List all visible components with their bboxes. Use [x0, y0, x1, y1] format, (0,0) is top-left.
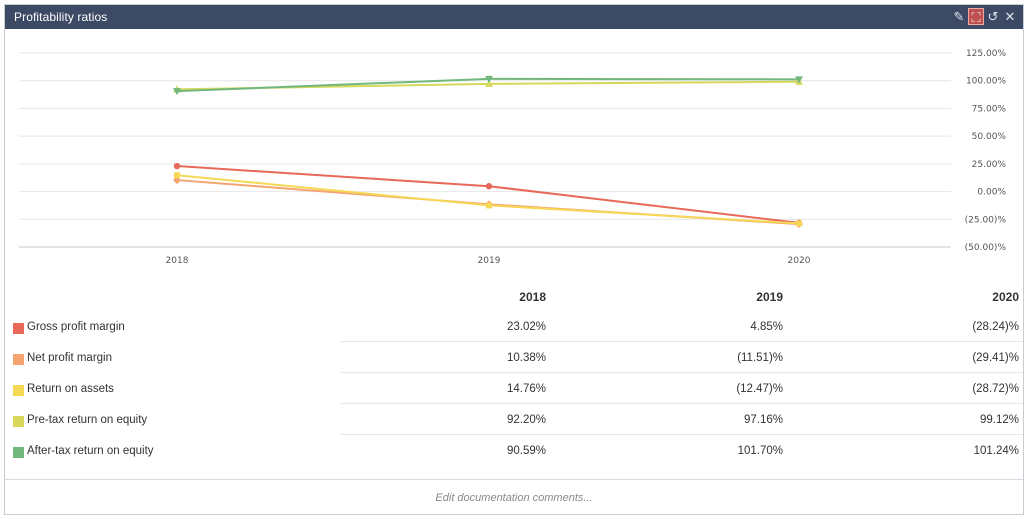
y-tick-label: 75.00% — [972, 104, 1007, 114]
data-point — [796, 220, 802, 227]
row-label: Return on assets — [27, 383, 114, 395]
data-point — [485, 182, 493, 190]
table-row: Gross profit margin 23.02% 4.85% (28.24)… — [5, 311, 1023, 342]
series-line — [176, 165, 800, 224]
y-tick-label: 25.00% — [972, 160, 1007, 170]
y-tick-label: 100.00% — [966, 77, 1006, 87]
data-point — [795, 76, 803, 84]
data-point — [485, 79, 493, 87]
cell-value: 10.38% — [506, 352, 546, 364]
table-row: Return on assets 14.76% (12.47)% (28.72)… — [5, 373, 1023, 404]
cell-value: (29.41)% — [972, 352, 1019, 364]
expand-icon[interactable]: ⛶ — [968, 8, 984, 25]
cell-value: (28.72)% — [972, 383, 1019, 395]
legend-swatch-roa — [13, 385, 24, 396]
panel-title: Profitability ratios — [14, 10, 108, 24]
row-label: After-tax return on equity — [27, 445, 154, 457]
data-point — [173, 88, 181, 96]
cell-value: 101.70% — [737, 445, 783, 457]
column-header: 2020 — [992, 290, 1019, 304]
legend-swatch-net — [13, 354, 24, 365]
series-line — [176, 174, 800, 225]
pencil-icon[interactable]: ✎ — [953, 9, 965, 24]
cell-value: 97.16% — [743, 414, 783, 426]
chart-svg: 125.00% 100.00% 75.00% 50.00% 25.00% 0.00% (25… — [19, 49, 1007, 266]
column-header: 2018 — [519, 290, 546, 304]
documentation-footer[interactable]: Edit documentation comments... — [5, 479, 1023, 514]
row-divider — [341, 372, 1023, 373]
data-point — [174, 172, 180, 179]
table-row: After-tax return on equity 90.59% 101.70… — [5, 435, 1023, 466]
data-point — [486, 202, 492, 209]
line-chart: 125.00% 100.00% 75.00% 50.00% 25.00% 0.00% (25… — [5, 29, 1023, 285]
data-point — [485, 75, 493, 83]
table-row: Pre-tax return on equity 92.20% 97.16% 9… — [5, 404, 1023, 435]
cell-value: 23.02% — [506, 321, 546, 333]
cell-value: (28.24)% — [972, 321, 1019, 333]
y-tick-label: 50.00% — [972, 132, 1007, 142]
y-tick-label: 0.00% — [977, 188, 1006, 198]
y-tick-label: (50.00)% — [965, 243, 1007, 253]
cell-value: 14.76% — [506, 383, 546, 395]
profitability-panel: Profitability ratios ✎ ⛶ ↺ ✕ 125.00% 100.… — [4, 4, 1024, 515]
panel-titlebar: Profitability ratios ✎ ⛶ ↺ ✕ — [5, 5, 1023, 29]
legend-swatch-gross — [13, 323, 24, 334]
x-tick-label: 2019 — [478, 256, 501, 266]
cell-value: 4.85% — [750, 321, 783, 333]
row-divider — [341, 434, 1023, 435]
row-label: Net profit margin — [27, 352, 113, 364]
cell-value: (11.51)% — [737, 352, 783, 364]
row-label: Pre-tax return on equity — [27, 414, 148, 426]
column-header: 2019 — [756, 290, 783, 304]
legend-swatch-aftertax — [13, 447, 24, 458]
documentation-comments-placeholder[interactable]: Edit documentation comments... — [435, 492, 593, 504]
table-row: Net profit margin 10.38% (11.51)% (29.41… — [5, 342, 1023, 373]
data-point — [173, 162, 181, 170]
row-divider — [341, 341, 1023, 342]
cell-value: 90.59% — [506, 445, 546, 457]
y-tick-label: (25.00)% — [965, 215, 1007, 225]
undo-icon[interactable]: ↺ — [987, 9, 999, 24]
cell-value: 101.24% — [973, 445, 1019, 457]
legend-swatch-pretax — [13, 416, 24, 427]
close-icon[interactable]: ✕ — [1004, 9, 1016, 24]
row-divider — [341, 403, 1023, 404]
cell-value: (12.47)% — [736, 383, 783, 395]
cell-value: 99.12% — [979, 414, 1019, 426]
y-tick-label: 125.00% — [966, 49, 1006, 59]
cell-value: 92.20% — [506, 414, 546, 426]
row-label: Gross profit margin — [27, 321, 125, 333]
x-tick-label: 2018 — [166, 256, 189, 266]
x-tick-label: 2020 — [788, 256, 811, 266]
